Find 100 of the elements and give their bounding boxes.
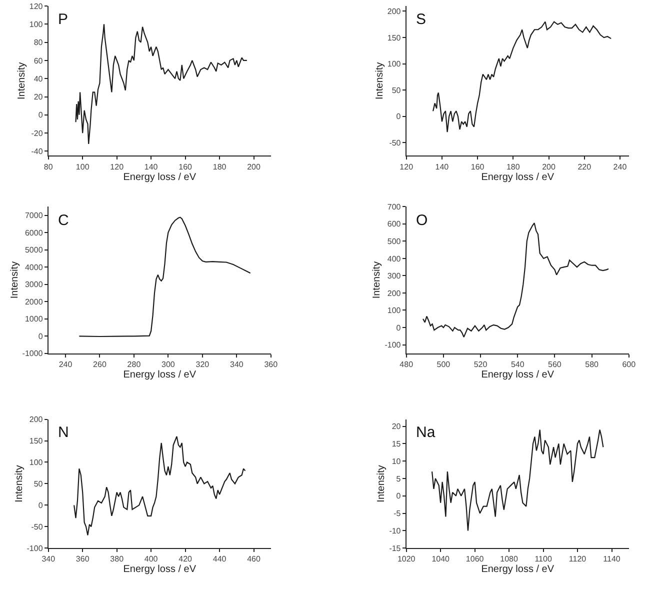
- x-tick-label: 1020: [397, 554, 416, 564]
- x-tick-label: 360: [264, 360, 278, 370]
- y-tick-label: 2000: [24, 297, 44, 306]
- y-tick-label: -100: [384, 340, 402, 350]
- y-tick-label: 5000: [24, 246, 44, 255]
- y-tick-label: 0: [38, 500, 44, 510]
- y-tick-label: 100: [387, 60, 402, 69]
- y-tick-label: 400: [387, 254, 402, 264]
- x-tick-label: 240: [58, 360, 73, 370]
- y-tick-label: -40: [31, 147, 44, 156]
- x-axis-title: Energy loss / eV: [481, 564, 554, 576]
- y-tick-label: 600: [387, 220, 402, 229]
- x-tick-label: 500: [436, 360, 451, 370]
- y-tick-label: 150: [29, 436, 44, 446]
- y-tick-label: 700: [387, 202, 402, 212]
- y-tick-label: -50: [389, 138, 402, 148]
- x-tick-label: 140: [435, 162, 450, 172]
- x-tick-label: 420: [178, 554, 193, 564]
- y-tick-label: 6000: [24, 228, 44, 238]
- y-tick-label: 0: [38, 332, 44, 341]
- y-tick-label: 15: [392, 439, 402, 448]
- x-tick-label: 1120: [568, 554, 587, 564]
- x-tick-label: 600: [622, 360, 636, 370]
- y-tick-label: 300: [387, 272, 402, 281]
- y-tick-label: -20: [31, 128, 44, 138]
- y-tick-label: 100: [29, 20, 44, 29]
- x-tick-label: 200: [542, 162, 556, 172]
- y-tick-label: 120: [29, 2, 44, 11]
- x-tick-label: 360: [76, 554, 90, 564]
- x-tick-label: 480: [400, 360, 414, 370]
- y-tick-label: 0: [396, 323, 402, 332]
- x-tick-label: 1080: [500, 554, 518, 564]
- y-axis-title: Intensity: [374, 62, 386, 100]
- y-tick-label: -1000: [22, 349, 44, 358]
- y-tick-label: -100: [26, 544, 44, 553]
- y-tick-label: 4000: [24, 262, 44, 272]
- x-axis-title: Energy loss / eV: [481, 370, 554, 381]
- chart-title: N: [58, 424, 69, 441]
- x-tick-label: 260: [93, 360, 107, 370]
- y-tick-label: 0: [396, 112, 402, 122]
- x-tick-label: 160: [178, 162, 193, 172]
- y-tick-label: 7000: [24, 211, 44, 220]
- y-tick-label: -5: [394, 509, 402, 518]
- y-tick-label: 20: [34, 92, 44, 102]
- x-tick-label: 180: [506, 162, 520, 172]
- x-tick-label: 120: [110, 162, 124, 172]
- line-series: [75, 24, 248, 144]
- chart-title: O: [416, 212, 428, 229]
- chart-title: Na: [416, 424, 436, 441]
- x-axis-title: Energy loss / eV: [481, 172, 554, 183]
- x-tick-label: 1140: [603, 554, 621, 564]
- x-tick-label: 240: [613, 162, 628, 172]
- y-tick-label: 20: [392, 422, 402, 432]
- y-tick-label: 200: [387, 7, 402, 16]
- x-tick-label: 1040: [432, 554, 450, 564]
- x-tick-label: 180: [212, 162, 227, 172]
- y-tick-label: 80: [34, 38, 44, 48]
- chart-title: P: [58, 11, 68, 28]
- y-tick-label: 40: [34, 74, 44, 84]
- line-series: [432, 21, 612, 133]
- y-axis-title: Intensity: [372, 261, 383, 299]
- y-tick-label: 50: [392, 86, 402, 95]
- x-tick-label: 380: [110, 554, 124, 564]
- y-tick-label: 1000: [24, 314, 44, 324]
- x-tick-label: 1060: [466, 554, 484, 564]
- y-tick-label: 60: [34, 56, 44, 66]
- y-tick-label: 200: [29, 415, 44, 424]
- x-tick-label: 340: [230, 360, 244, 370]
- x-tick-label: 580: [585, 360, 600, 370]
- y-tick-label: 3000: [24, 280, 44, 290]
- x-tick-label: 220: [578, 162, 592, 172]
- x-tick-label: 140: [144, 162, 158, 172]
- y-tick-label: 500: [387, 236, 402, 246]
- x-tick-label: 460: [247, 554, 262, 564]
- chart-title: C: [58, 212, 69, 229]
- line-series: [78, 216, 251, 338]
- x-tick-label: 280: [127, 360, 142, 370]
- y-axis-title: Intensity: [16, 62, 28, 100]
- x-tick-label: 320: [196, 360, 210, 370]
- x-tick-label: 440: [212, 554, 227, 564]
- y-axis-title: Intensity: [14, 465, 25, 502]
- y-tick-label: 50: [34, 479, 44, 488]
- x-tick-label: 200: [247, 162, 262, 172]
- x-tick-label: 400: [144, 554, 158, 564]
- y-tick-label: 150: [387, 33, 402, 42]
- chart-title: S: [416, 11, 426, 28]
- x-tick-label: 540: [510, 360, 525, 370]
- x-tick-label: 560: [548, 360, 562, 370]
- x-tick-label: 160: [470, 162, 485, 172]
- y-tick-label: 0: [396, 492, 402, 501]
- y-axis-title: Intensity: [9, 261, 20, 299]
- x-tick-label: 300: [162, 360, 176, 370]
- x-axis-title: Energy loss / eV: [123, 370, 196, 381]
- line-series: [74, 436, 246, 536]
- x-axis-title: Energy loss / eV: [123, 172, 196, 183]
- y-tick-label: 5: [396, 474, 402, 484]
- y-tick-label: 10: [392, 456, 402, 466]
- y-tick-label: -50: [31, 522, 44, 532]
- y-tick-label: -15: [389, 544, 402, 553]
- y-tick-label: 200: [387, 288, 402, 298]
